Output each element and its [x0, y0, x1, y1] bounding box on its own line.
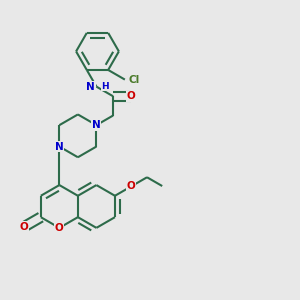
Text: Cl: Cl: [128, 75, 140, 85]
Text: H: H: [101, 82, 109, 91]
Text: O: O: [55, 223, 64, 233]
Text: N: N: [86, 82, 95, 92]
Text: N: N: [55, 142, 64, 152]
Text: O: O: [127, 182, 136, 191]
Text: O: O: [127, 91, 136, 101]
Text: N: N: [92, 120, 101, 130]
Text: O: O: [20, 222, 28, 232]
